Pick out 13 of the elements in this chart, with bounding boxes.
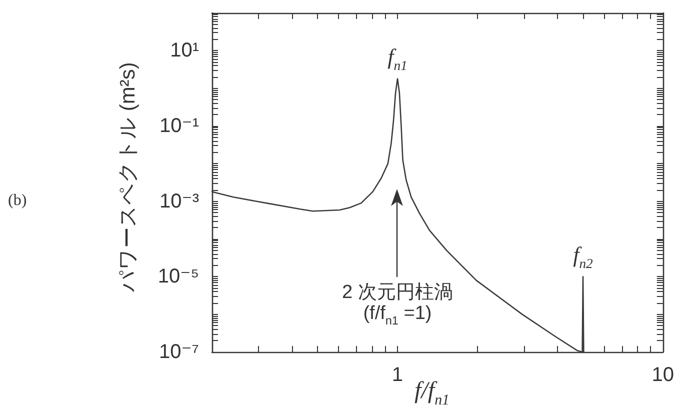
text: (b) (8, 192, 27, 210)
x-axis-title: f/f$_{n1}$ (414, 378, 450, 409)
y-axis-title: パワースペクトル (m²s) (116, 62, 140, 292)
y-tick-label: 10⁻³ (160, 190, 200, 212)
annotation: f$_{n1}$ (388, 44, 408, 73)
y-tick-label: 10⁻¹ (160, 115, 200, 137)
x-tick-label: 1 (392, 364, 404, 386)
y-tick-label: 10¹ (170, 40, 200, 62)
annotation: 2 次元円柱渦 (f/f$_{n1}$ =1) (342, 282, 453, 328)
y-tick-label: 10⁻⁵ (158, 266, 199, 288)
x-tick-label: 10 (652, 364, 674, 386)
y-tick-label: 10⁻⁷ (158, 341, 199, 363)
annotation: f$_{n2}$ (573, 242, 593, 271)
